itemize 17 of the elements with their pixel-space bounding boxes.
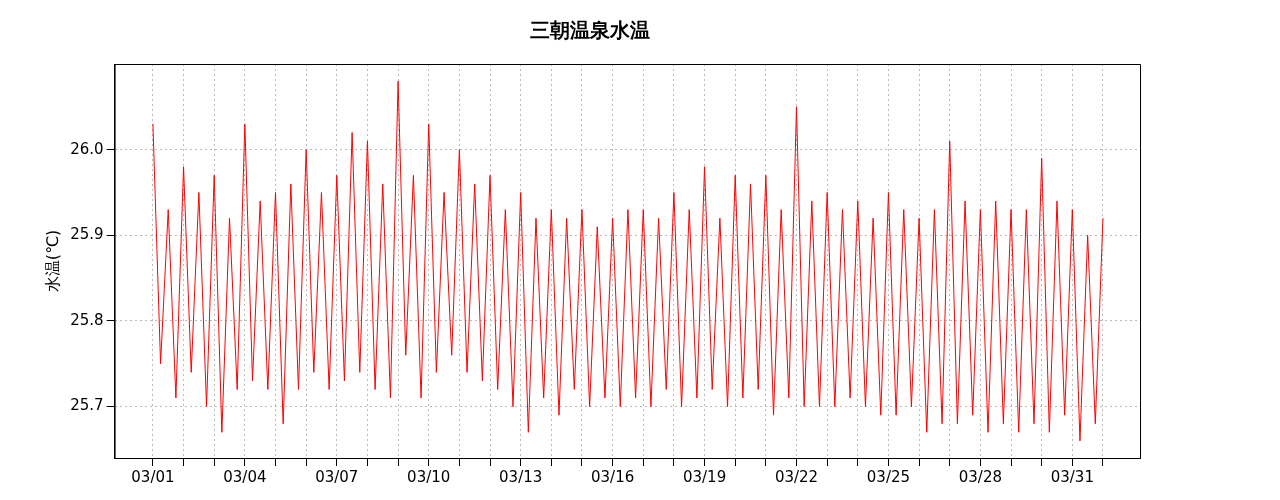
y-tick-label: 25.8 xyxy=(70,310,104,329)
x-tick-label: 03/10 xyxy=(407,467,451,486)
x-tick-label: 03/04 xyxy=(223,467,267,486)
x-tick-label: 03/28 xyxy=(958,467,1002,486)
y-tick-label: 25.7 xyxy=(70,396,104,415)
x-tick-label: 03/22 xyxy=(774,467,819,486)
y-tick-label: 26.0 xyxy=(70,139,104,158)
x-tick-label: 03/07 xyxy=(315,467,359,486)
x-tick-label: 03/01 xyxy=(131,467,175,486)
x-tick-label: 03/13 xyxy=(499,467,543,486)
y-tick-label: 25.9 xyxy=(70,225,104,244)
x-tick-label: 03/31 xyxy=(1050,467,1094,486)
x-tick-label: 03/19 xyxy=(682,467,727,486)
x-tick-label: 03/16 xyxy=(591,467,635,486)
x-tick-label: 03/25 xyxy=(866,467,911,486)
y-axis-title: 水温(℃) xyxy=(42,229,62,293)
chart-title: 三朝温泉水温 xyxy=(530,18,650,43)
